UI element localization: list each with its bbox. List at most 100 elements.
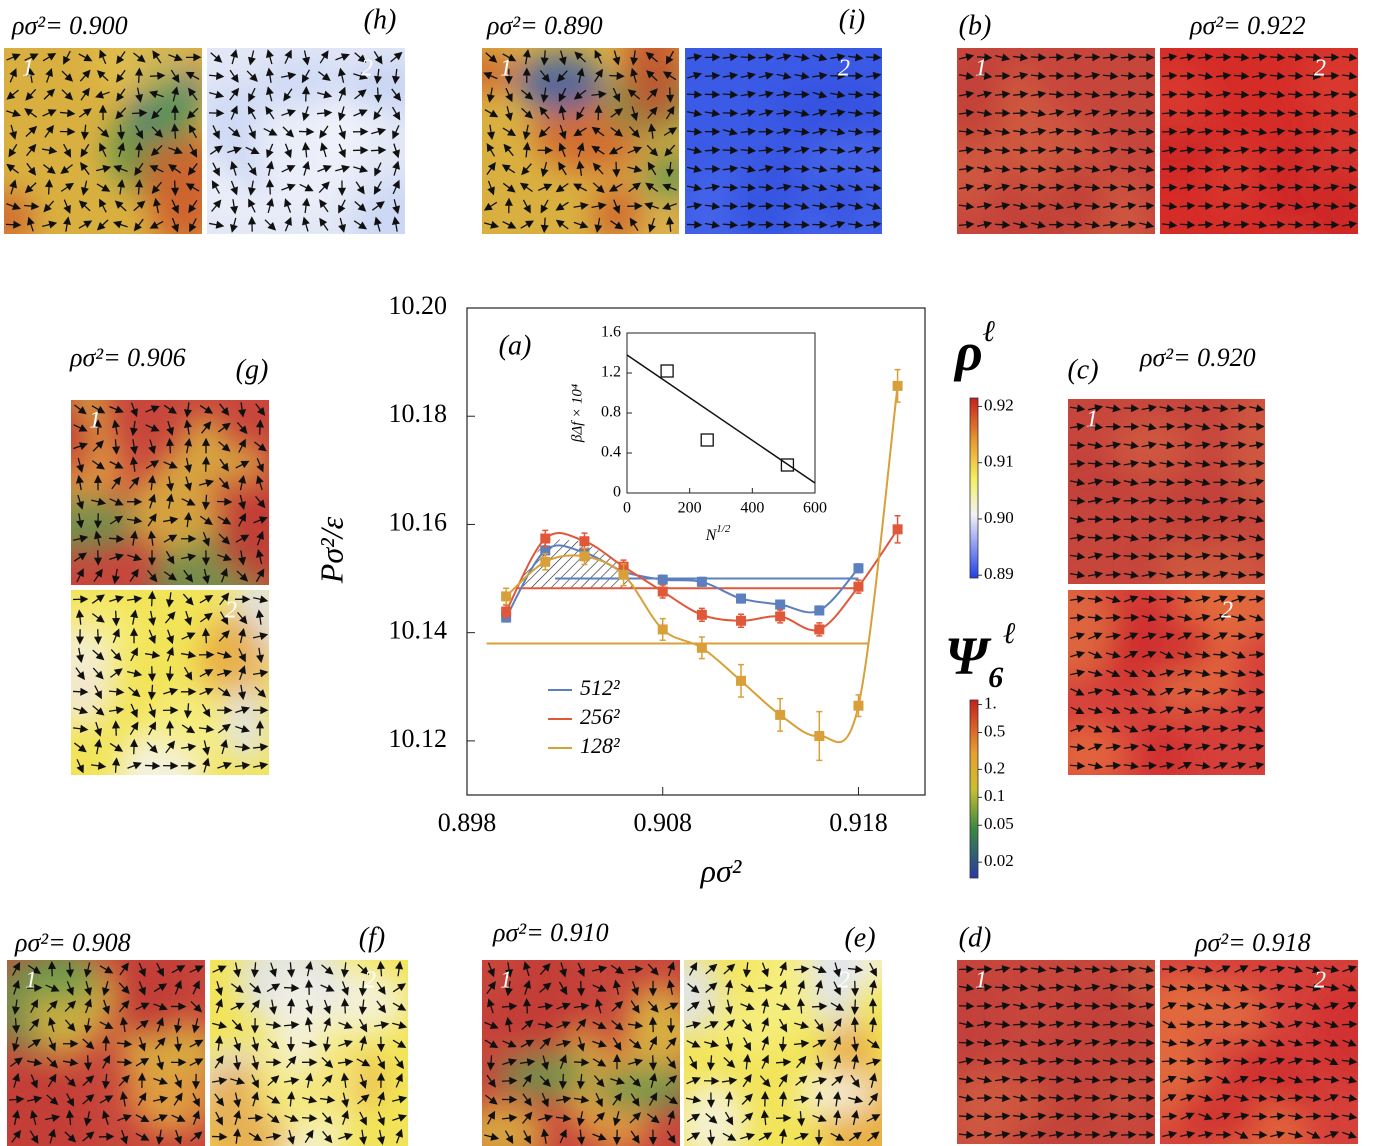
- spin-arrow: [740, 183, 757, 192]
- spin-arrow: [1084, 965, 1101, 974]
- spin-arrow: [648, 1055, 658, 1071]
- spin-arrow: [238, 665, 246, 681]
- spin-arrow: [663, 127, 678, 136]
- x-tick-label: 400: [740, 500, 764, 517]
- spin-arrow: [110, 649, 122, 661]
- spin-arrow: [994, 1130, 1011, 1139]
- spin-arrow: [1102, 1057, 1119, 1066]
- spin-arrow: [1138, 1020, 1155, 1029]
- spin-arrow: [1323, 202, 1340, 211]
- spin-arrow: [1231, 459, 1247, 468]
- spin-arrow: [742, 962, 751, 978]
- spin-arrow: [687, 982, 700, 994]
- spin-arrow: [1013, 1038, 1029, 1047]
- spin-arrow: [665, 1075, 678, 1087]
- spin-arrow: [233, 1128, 242, 1144]
- spin-arrow: [539, 1037, 551, 1050]
- spin-arrow: [1251, 53, 1268, 62]
- spin-arrow: [848, 220, 864, 229]
- spin-arrow: [6, 163, 19, 174]
- spin-arrow: [994, 1057, 1011, 1066]
- colorbar-title-sub: 6: [988, 661, 1003, 694]
- spin-arrow: [1215, 1057, 1232, 1066]
- spin-arrow: [96, 219, 109, 231]
- spin-arrow: [1288, 1020, 1304, 1029]
- spin-arrow: [108, 534, 125, 543]
- spin-arrow: [1031, 983, 1047, 992]
- spin-arrow: [282, 126, 295, 138]
- spin-arrow: [758, 90, 774, 99]
- spin-arrow: [1323, 1075, 1340, 1084]
- spin-arrow: [1161, 202, 1178, 211]
- spin-arrow: [1270, 1094, 1286, 1103]
- spin-arrow: [592, 182, 605, 194]
- spin-arrow: [725, 979, 734, 995]
- spin-arrow: [130, 530, 139, 546]
- spin-arrow: [1159, 441, 1175, 450]
- spin-arrow: [1084, 1093, 1101, 1103]
- spin-arrow: [1141, 613, 1157, 622]
- data-point: [736, 593, 747, 604]
- spin-arrow: [1066, 183, 1083, 192]
- spin-arrow: [163, 404, 178, 414]
- spin-arrow: [91, 594, 105, 604]
- spin-arrow: [1233, 53, 1250, 62]
- spin-arrow: [155, 1129, 164, 1146]
- spin-arrow: [337, 67, 346, 83]
- spin-arrow: [1106, 706, 1121, 715]
- spin-arrow: [1177, 669, 1193, 678]
- spin-arrow: [958, 109, 975, 118]
- spin-arrow: [165, 592, 174, 608]
- data-point: [657, 624, 668, 635]
- spin-arrow: [722, 220, 739, 229]
- spin-arrow: [666, 87, 675, 103]
- spin-arrow: [1177, 706, 1193, 715]
- spin-arrow: [219, 592, 230, 606]
- spin-arrow: [1123, 595, 1139, 603]
- spin-arrow: [284, 143, 292, 159]
- spin-arrow: [1139, 220, 1155, 229]
- spin-arrow: [1162, 983, 1178, 992]
- spin-arrow: [704, 146, 721, 155]
- spin-arrow: [725, 1091, 734, 1107]
- colorbar-title-base: ρ: [953, 322, 983, 382]
- spin-arrow: [1216, 1075, 1231, 1084]
- spin-arrow: [93, 629, 103, 645]
- spin-arrow: [1195, 459, 1211, 468]
- colorbar-title: ρℓ: [953, 315, 996, 383]
- spin-arrow: [704, 90, 721, 99]
- spin-arrow: [1179, 220, 1196, 229]
- spin-arrow: [211, 199, 222, 212]
- spin-arrow: [12, 961, 21, 976]
- spin-arrow: [830, 1002, 845, 1011]
- spin-arrow: [815, 979, 824, 995]
- spin-arrow: [1233, 90, 1250, 99]
- spin-arrow: [1341, 164, 1358, 173]
- spin-arrow: [214, 1055, 224, 1069]
- spin-arrow: [111, 610, 121, 627]
- spin-arrow: [1159, 724, 1175, 733]
- spin-arrow: [64, 1019, 76, 1032]
- spin-arrow: [1031, 1130, 1047, 1139]
- spin-arrow: [76, 457, 85, 473]
- colorbar-tick-label: 0.5: [984, 721, 1005, 740]
- spin-arrow: [1231, 613, 1247, 622]
- spin-arrow: [758, 71, 774, 80]
- spin-arrow: [1306, 202, 1322, 211]
- spin-arrow: [1234, 1131, 1249, 1139]
- spin-arrow: [1048, 1075, 1065, 1084]
- spin-arrow: [758, 1132, 773, 1141]
- spin-arrow: [321, 1057, 334, 1069]
- spin-arrow: [188, 199, 198, 214]
- spin-arrow: [740, 71, 756, 80]
- data-point: [540, 556, 551, 567]
- spin-arrow: [665, 50, 675, 65]
- tile-blob: [716, 998, 792, 1056]
- spin-arrow: [704, 127, 721, 136]
- spin-arrow: [664, 1095, 679, 1105]
- spin-arrow: [779, 1128, 788, 1144]
- spin-arrow: [1123, 725, 1139, 733]
- spin-arrow: [869, 1072, 878, 1088]
- spin-arrow: [573, 127, 587, 137]
- spin-arrow: [958, 127, 975, 136]
